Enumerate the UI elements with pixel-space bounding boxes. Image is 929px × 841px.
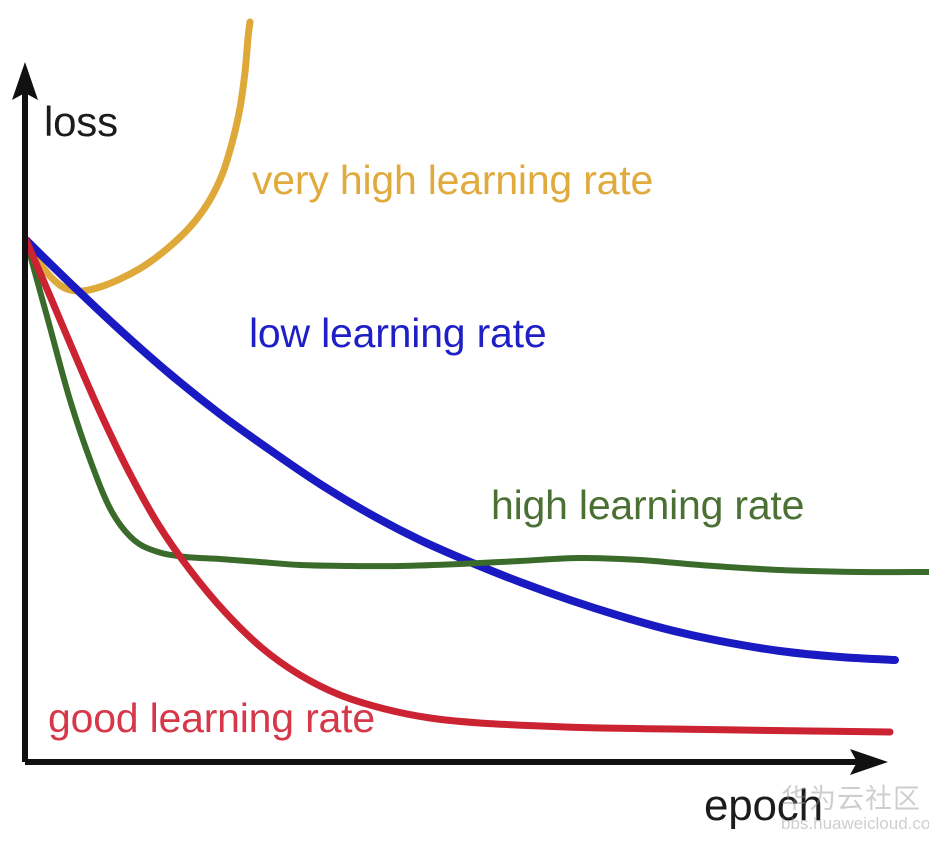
y-axis-arrow-icon xyxy=(12,62,38,100)
annotation-high-learning-rate: high learning rate xyxy=(491,482,805,528)
curves-group xyxy=(22,18,929,736)
curve-low-learning-rate xyxy=(22,236,899,664)
y-axis-label: loss xyxy=(44,98,118,145)
x-axis-label: epoch xyxy=(704,781,823,830)
x-axis-arrow-icon xyxy=(850,749,888,775)
annotation-very-high-learning-rate: very high learning rate xyxy=(252,157,654,203)
curve-very-high-learning-rate xyxy=(22,18,254,295)
curve-good-learning-rate xyxy=(22,236,894,736)
annotation-good-learning-rate: good learning rate xyxy=(48,695,375,741)
axes-group xyxy=(12,62,888,775)
curve-high-learning-rate xyxy=(23,237,929,576)
annotation-low-learning-rate: low learning rate xyxy=(249,310,547,356)
